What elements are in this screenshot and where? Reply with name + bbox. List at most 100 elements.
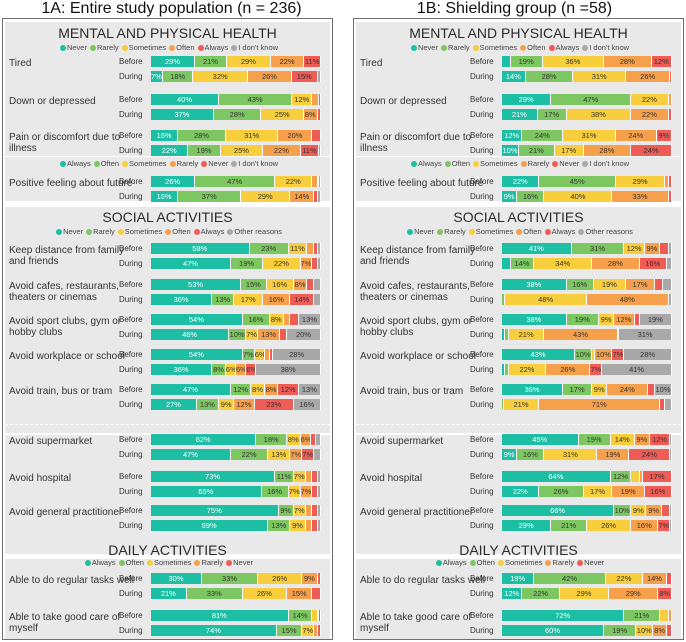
legend-dot-yellow [122, 161, 129, 168]
bar-before: 26% 47% 22% [151, 176, 321, 187]
bar-segment-yellow: 29% [241, 191, 291, 202]
legend-label: Often [100, 159, 120, 168]
bar-segment-yellow: 48% [505, 294, 587, 305]
question-label-gp: Avoid general practitioner [9, 507, 123, 518]
period-label-before: Before [470, 177, 494, 186]
period-label-before: Before [119, 611, 143, 620]
period-label-before: Before [119, 244, 143, 253]
bar-segment-yellow: 10% [636, 625, 654, 636]
bar-during: 65% 16% 7% 7% [151, 486, 321, 497]
bar-segment-red: 6% [246, 364, 257, 375]
bar-segment-teal [502, 258, 511, 269]
bar-segment-teal: 29% [151, 56, 196, 67]
bar-segment-orange: 26% [247, 71, 293, 82]
legend-label: Rarely [93, 227, 115, 236]
legend-dot-orange [520, 45, 527, 52]
bar-segment-orange: 8% [303, 109, 318, 120]
bar-segment-yellow: 38% [566, 109, 632, 120]
bar-segment-red [666, 573, 672, 584]
legend-label: Always [204, 43, 229, 52]
bar-segment-yellow [312, 610, 318, 621]
bar-segment-teal: 16% [151, 191, 179, 202]
period-label-before: Before [470, 506, 494, 515]
bar-segment-yellow: 9% [290, 520, 306, 531]
question-label-tired: Tired [360, 58, 383, 69]
bar-segment-teal: 12% [502, 588, 523, 599]
bar-segment-green: 28% [213, 109, 262, 120]
period-label-before: Before [470, 435, 494, 444]
bar-during: 7% 18% 32% 26% 15% [151, 71, 321, 82]
legend-dot-orange [194, 560, 201, 567]
bar-segment-orange: 8% [293, 279, 308, 290]
bar-segment-orange: 28% [583, 145, 632, 156]
bar-segment-orange: 26% [546, 364, 591, 375]
bar-segment-yellow: 31% [225, 130, 279, 141]
bar-segment-green: 16% [517, 449, 545, 460]
period-label-before: Before [119, 506, 143, 515]
bar-before: 73% 11% 7% [151, 471, 321, 482]
bar-segment-teal: 58% [151, 243, 250, 254]
bar-segment-grey: 13% [298, 384, 321, 395]
bar-segment-green [505, 364, 509, 375]
bar-segment-red [617, 329, 620, 340]
legend-label: Rarely [96, 43, 119, 52]
panel-b-title: 1B: Shielding group (n =58) [416, 0, 613, 17]
bar-segment-green: 12% [230, 384, 252, 395]
bar-segment-green: 28% [178, 130, 226, 141]
bar-segment-red [670, 71, 672, 82]
bar-segment-orange: 8% [653, 625, 667, 636]
legend-label: Always [417, 159, 442, 168]
question-label-care: Able to take good care of myself [9, 612, 121, 634]
legend-label: Never [584, 558, 605, 567]
bar-before: 12% 24% 31% 24% 9% [502, 130, 672, 141]
bar-segment-orange [264, 349, 270, 360]
period-label-during: During [119, 72, 143, 81]
bar-segment-grey [317, 471, 321, 482]
legend-label: Rarely [201, 558, 224, 567]
period-label-during: During [470, 259, 494, 268]
bar-segment-green: 43% [219, 94, 293, 105]
period-label-before: Before [470, 472, 494, 481]
bar-segment-yellow: 25% [261, 109, 304, 120]
bar-segment-red [668, 191, 672, 202]
bar-segment-yellow: 8% [251, 384, 265, 395]
bar-segment-grey: 16% [293, 399, 321, 410]
bar-segment-green: 10% [229, 329, 247, 340]
bar-segment-green [505, 329, 509, 340]
legend-dot-red [197, 45, 204, 52]
legend-label: Never [63, 227, 84, 236]
legend-dot-teal [435, 560, 442, 567]
bar-segment-yellow: 7% [246, 329, 259, 340]
bar-segment-green: 16% [242, 314, 270, 325]
bar-segment-yellow: 7% [293, 505, 306, 516]
bar-during: 9% 16% 31% 19% 24% [502, 449, 672, 460]
bar-segment-green: 19% [578, 434, 611, 445]
bar-during: 12% 22% 29% 29% 8% [502, 588, 672, 599]
legend-label: Other reasons [234, 227, 282, 236]
bar-segment-orange: 71% [539, 399, 661, 410]
bar-segment-teal: 9% [502, 191, 518, 202]
bar-segment-grey [317, 258, 321, 269]
bar-segment-grey: 10% [654, 384, 672, 395]
legend-label: Often [451, 159, 471, 168]
legend-label: Never [66, 43, 87, 52]
bar-segment-teal: 22% [502, 176, 540, 187]
question-label-work: Avoid workplace or school [9, 351, 125, 362]
bar-before: 54% 16% 8% 13% [151, 314, 321, 325]
bar-segment-orange [317, 610, 320, 621]
bar-segment-orange: 33% [612, 191, 669, 202]
period-label-before: Before [470, 574, 494, 583]
bar-segment-orange: 26% [626, 71, 671, 82]
bar-segment-orange: 24% [607, 384, 649, 395]
bar-during: 36% 13% 17% 16% 14% [151, 294, 321, 305]
period-label-before: Before [119, 177, 143, 186]
bar-during: 27% 13% 9% 12% 23% 16% [151, 399, 321, 410]
legend-dot-green [469, 560, 476, 567]
section-title-daily: DAILY ACTIVITIES [108, 542, 227, 558]
bar-segment-green: 47% [551, 94, 632, 105]
legend-label: Often [527, 43, 546, 52]
bar-before: 41% 31% 12% 9% [502, 243, 672, 254]
period-label-before: Before [119, 57, 143, 66]
legend-mental: Never Rarely Sometimes Often Always I don't k… [3, 43, 332, 52]
bar-segment-green: 15% [276, 625, 303, 636]
